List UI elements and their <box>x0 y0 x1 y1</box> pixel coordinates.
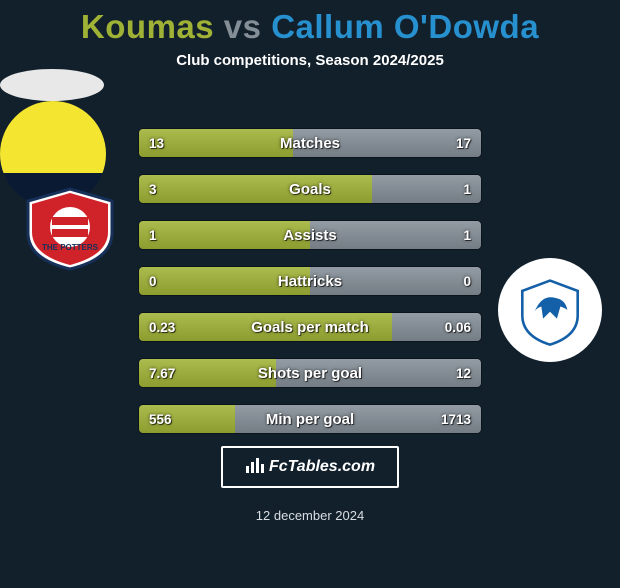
stat-row: Matches1317 <box>138 128 482 158</box>
title-player1: Koumas <box>81 8 214 45</box>
stat-bar-right <box>276 359 481 387</box>
stat-row: Goals31 <box>138 174 482 204</box>
watermark-text: FcTables.com <box>269 458 375 476</box>
stats-chart: Matches1317 Goals31 Assists11 Hattricks00 Go… <box>138 128 482 450</box>
stat-bar-right <box>235 405 481 433</box>
cardiff-city-badge-icon <box>498 258 602 362</box>
stat-bar-left <box>139 175 372 203</box>
player1-avatar <box>0 69 104 101</box>
date-text: 12 december 2024 <box>0 508 620 523</box>
stat-row: Min per goal5561713 <box>138 404 482 434</box>
stat-bar-left <box>139 359 276 387</box>
title-vs: vs <box>224 8 262 45</box>
stat-bar-left <box>139 221 310 249</box>
stat-row: Assists11 <box>138 220 482 250</box>
svg-text:THE POTTERS: THE POTTERS <box>42 243 99 252</box>
chart-icon <box>245 456 265 479</box>
stat-row: Hattricks00 <box>138 266 482 296</box>
stat-bar-left <box>139 405 235 433</box>
watermark: FcTables.com <box>221 446 399 488</box>
stat-bar-right <box>392 313 481 341</box>
subtitle: Club competitions, Season 2024/2025 <box>0 52 620 69</box>
page-title: Koumas vs Callum O'Dowda <box>0 8 620 46</box>
stat-bar-left <box>139 267 310 295</box>
stat-row: Shots per goal7.6712 <box>138 358 482 388</box>
stat-bar-right <box>310 221 481 249</box>
stat-bar-left <box>139 129 293 157</box>
stat-row: Goals per match0.230.06 <box>138 312 482 342</box>
stat-bar-right <box>293 129 481 157</box>
stat-bar-left <box>139 313 392 341</box>
stat-bar-right <box>310 267 481 295</box>
stat-bar-right <box>372 175 481 203</box>
stoke-city-badge-icon: THE POTTERS <box>20 187 120 271</box>
title-player2: Callum O'Dowda <box>271 8 539 45</box>
